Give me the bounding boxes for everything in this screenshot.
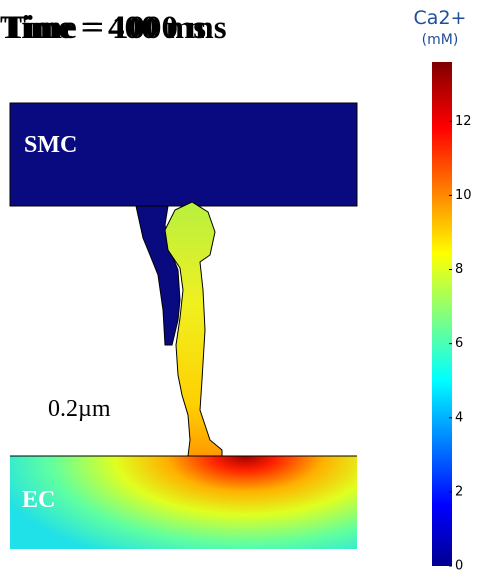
scale-bar-label: 0.2µm bbox=[48, 396, 111, 422]
title: Time = 1000 ms bbox=[4, 10, 227, 46]
ec-region bbox=[10, 456, 357, 549]
tick-label: 0 bbox=[455, 559, 463, 574]
title: Time = 400 ms bbox=[0, 10, 206, 46]
tick-label: 4 bbox=[455, 410, 463, 425]
titles: Time = 400 ms Time = 1000 ms bbox=[0, 10, 227, 46]
tick-label: 10 bbox=[455, 188, 472, 203]
colorbar-unit: (mM) bbox=[422, 32, 459, 48]
smc-region bbox=[9, 102, 358, 207]
channel bbox=[164, 201, 223, 457]
tick-label: 2 bbox=[455, 484, 463, 499]
region-label: SMC bbox=[24, 132, 77, 158]
region-label: EC bbox=[22, 487, 55, 513]
colorbar-label: Ca2+ bbox=[414, 7, 467, 29]
colorbar bbox=[432, 62, 452, 566]
tick-label: 12 bbox=[455, 114, 472, 129]
tick-label: 8 bbox=[455, 262, 463, 277]
tick-label: 6 bbox=[455, 336, 463, 351]
